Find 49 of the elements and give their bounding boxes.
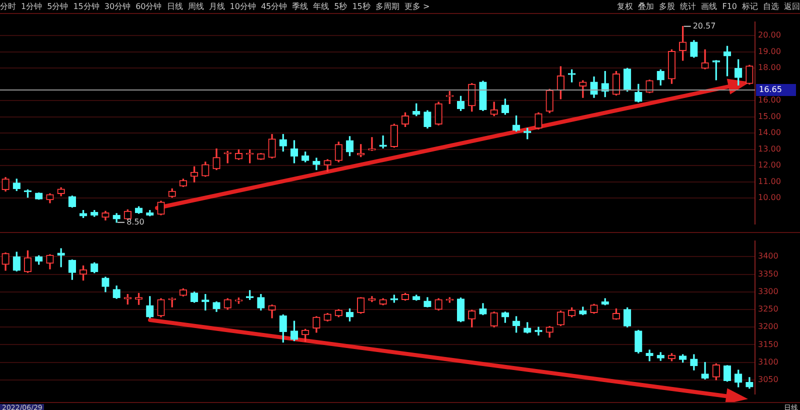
text: 年线 xyxy=(313,1,330,12)
y-tick-label: 14.00 xyxy=(758,128,781,138)
text: 统计 xyxy=(680,1,696,12)
text: 15分钟 xyxy=(73,1,100,12)
text: 5秒 xyxy=(334,1,348,12)
text: 5分钟 xyxy=(47,1,68,12)
y-tick-label: 3200 xyxy=(758,322,778,332)
y-tick-label: 18.00 xyxy=(758,63,781,72)
y-tick-label: 15.00 xyxy=(758,112,781,121)
text: 1分钟 xyxy=(21,1,42,12)
annotation: 8.50 xyxy=(126,217,144,226)
text: 更多 > xyxy=(404,1,430,12)
y-tick-label: 3150 xyxy=(758,340,778,349)
text: 多周期 xyxy=(375,1,400,12)
text: 多股 xyxy=(659,1,676,12)
annotation: 20.57 xyxy=(692,21,716,30)
text: F10 xyxy=(722,2,737,11)
y-tick-label: 3300 xyxy=(758,286,778,296)
candlestick xyxy=(368,137,376,151)
text: 标记 xyxy=(742,1,758,12)
y-tick-label: 3250 xyxy=(758,304,778,314)
text: 45分钟 xyxy=(260,1,288,12)
text: 10分钟 xyxy=(230,1,256,12)
text: 月线 xyxy=(208,1,225,12)
text: 复权 xyxy=(617,1,634,12)
text: 日线 xyxy=(166,1,183,12)
y-tick-label: 19.00 xyxy=(758,46,781,56)
text: 画线 xyxy=(701,1,718,12)
y-tick-label: 20.00 xyxy=(758,30,781,40)
text: 返回 xyxy=(784,1,800,12)
candlestick xyxy=(534,326,542,336)
y-tick-label: 3350 xyxy=(758,269,778,278)
y-tick-label: 12.00 xyxy=(758,160,781,170)
y-tick-label: 11.00 xyxy=(758,176,781,186)
y-tick-label: 10.00 xyxy=(758,193,781,202)
y-tick-label: 13.00 xyxy=(758,144,781,154)
text: 30分钟 xyxy=(104,1,131,12)
text: 叠加 xyxy=(638,1,654,12)
y-tick-label: 3400 xyxy=(758,252,778,261)
y-tick-label: 3050 xyxy=(758,374,778,384)
text: 60分钟 xyxy=(136,1,162,12)
y-tick-label: 16.00 xyxy=(758,96,781,105)
ref-line-label: 16.65 xyxy=(759,85,782,94)
y-tick-label: 3100 xyxy=(758,357,778,366)
text: 季线 xyxy=(292,1,308,12)
text: 15秒 xyxy=(352,1,370,12)
text: 周线 xyxy=(188,1,204,12)
text: 分时 xyxy=(0,1,16,12)
text: 自选 xyxy=(763,1,779,12)
